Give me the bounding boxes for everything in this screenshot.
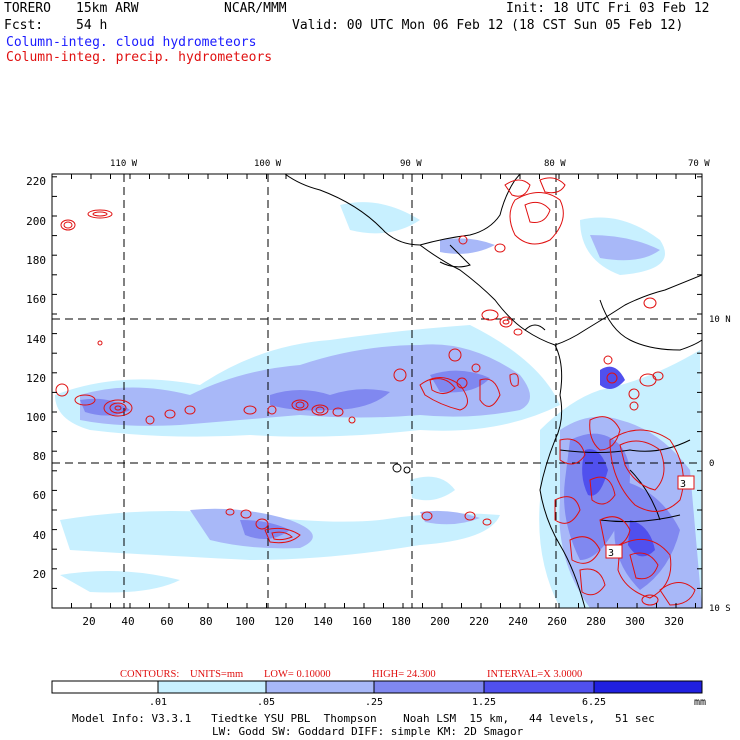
- colorbar-label-6.25: 6.25: [582, 697, 606, 708]
- colorbar-bin-5: [483, 680, 595, 694]
- x-tick-320: 320: [664, 615, 684, 628]
- x-tick-80: 80: [199, 615, 212, 628]
- contour-label-boxes: [605, 475, 695, 559]
- lat-lon-grid: [52, 174, 702, 608]
- x-tick-200: 200: [430, 615, 450, 628]
- y-tick-100: 100: [26, 411, 46, 424]
- contours-units: UNITS=mm: [190, 669, 244, 680]
- y-tick-120: 120: [26, 372, 46, 385]
- lon-label-100w: 100 W: [254, 159, 282, 169]
- lon-label-90w: 90 W: [400, 159, 422, 169]
- x-tick-260: 260: [547, 615, 567, 628]
- contours-low: LOW= 0.10000: [264, 669, 331, 680]
- x-tick-120: 120: [274, 615, 294, 628]
- lat-label-0: 0: [709, 459, 714, 469]
- y-tick-140: 140: [26, 333, 46, 346]
- y-tick-220: 220: [26, 175, 46, 188]
- y-tick-60: 60: [33, 489, 46, 502]
- lat-label-10s: 10 S: [709, 604, 731, 614]
- colorbar-bin-2: [157, 680, 267, 694]
- field-precip-label: Column-integ. precip. hydrometeors: [6, 50, 273, 65]
- colorbar-label-0.01: .01: [149, 697, 167, 708]
- contours-high: HIGH= 24.300: [372, 669, 436, 680]
- x-tick-220: 220: [469, 615, 489, 628]
- x-tick-100: 100: [235, 615, 255, 628]
- coastlines: [284, 174, 702, 608]
- y-tick-200: 200: [26, 215, 46, 228]
- contours-interval: INTERVAL=X 3.0000: [487, 669, 583, 680]
- x-tick-160: 160: [352, 615, 372, 628]
- model-name: TORERO: [4, 1, 51, 16]
- lon-label-80w: 80 W: [544, 159, 566, 169]
- y-tick-40: 40: [33, 529, 46, 542]
- lon-label-110w: 110 W: [110, 159, 138, 169]
- valid-time: Valid: 00 UTC Mon 06 Feb 12 (18 CST Sun …: [292, 18, 684, 33]
- color-bar: [51, 680, 703, 694]
- lon-label-70w: 70 W: [688, 159, 710, 169]
- x-tick-60: 60: [160, 615, 173, 628]
- colorbar-label-0.25: .25: [365, 697, 383, 708]
- field-cloud-label: Column-integ. cloud hydrometeors: [6, 35, 257, 50]
- model-info-line1: Model Info: V3.3.1 Tiedtke YSU PBL Thomp…: [72, 712, 655, 725]
- colorbar-bin-6: [593, 680, 703, 694]
- colorbar-bin-1: [51, 680, 159, 694]
- colorbar-bin-3: [265, 680, 375, 694]
- contour-label-2: 3: [608, 548, 614, 559]
- colorbar-label-0.05: .05: [257, 697, 275, 708]
- x-tick-40: 40: [121, 615, 134, 628]
- contours-label: CONTOURS:: [120, 669, 180, 680]
- y-tick-20: 20: [33, 568, 46, 581]
- cloud-hydrometeor-shading: [55, 202, 702, 608]
- x-tick-280: 280: [586, 615, 606, 628]
- x-tick-180: 180: [391, 615, 411, 628]
- x-tick-140: 140: [313, 615, 333, 628]
- colorbar-bin-4: [373, 680, 485, 694]
- y-tick-160: 160: [26, 293, 46, 306]
- plot-frame: [51, 173, 703, 609]
- forecast-label: Fcst:: [4, 18, 44, 33]
- lat-label-10n: 10 N: [709, 315, 731, 325]
- x-tick-240: 240: [508, 615, 528, 628]
- y-tick-80: 80: [33, 450, 46, 463]
- colorbar-label-1.25: 1.25: [472, 697, 496, 708]
- model-resolution: 15km ARW: [76, 1, 139, 16]
- precip-contours: [55, 177, 696, 606]
- model-info-line2: LW: Godd SW: Goddard DIFF: simple KM: 2D…: [212, 725, 524, 738]
- contour-label-1: 3: [680, 479, 686, 490]
- colorbar-unit: mm: [694, 697, 706, 708]
- x-tick-20: 20: [82, 615, 95, 628]
- x-tick-300: 300: [625, 615, 645, 628]
- forecast-hour: 54 h: [76, 18, 108, 33]
- y-tick-180: 180: [26, 254, 46, 267]
- organization: NCAR/MMM: [224, 1, 287, 16]
- init-time: Init: 18 UTC Fri 03 Feb 12: [506, 1, 710, 16]
